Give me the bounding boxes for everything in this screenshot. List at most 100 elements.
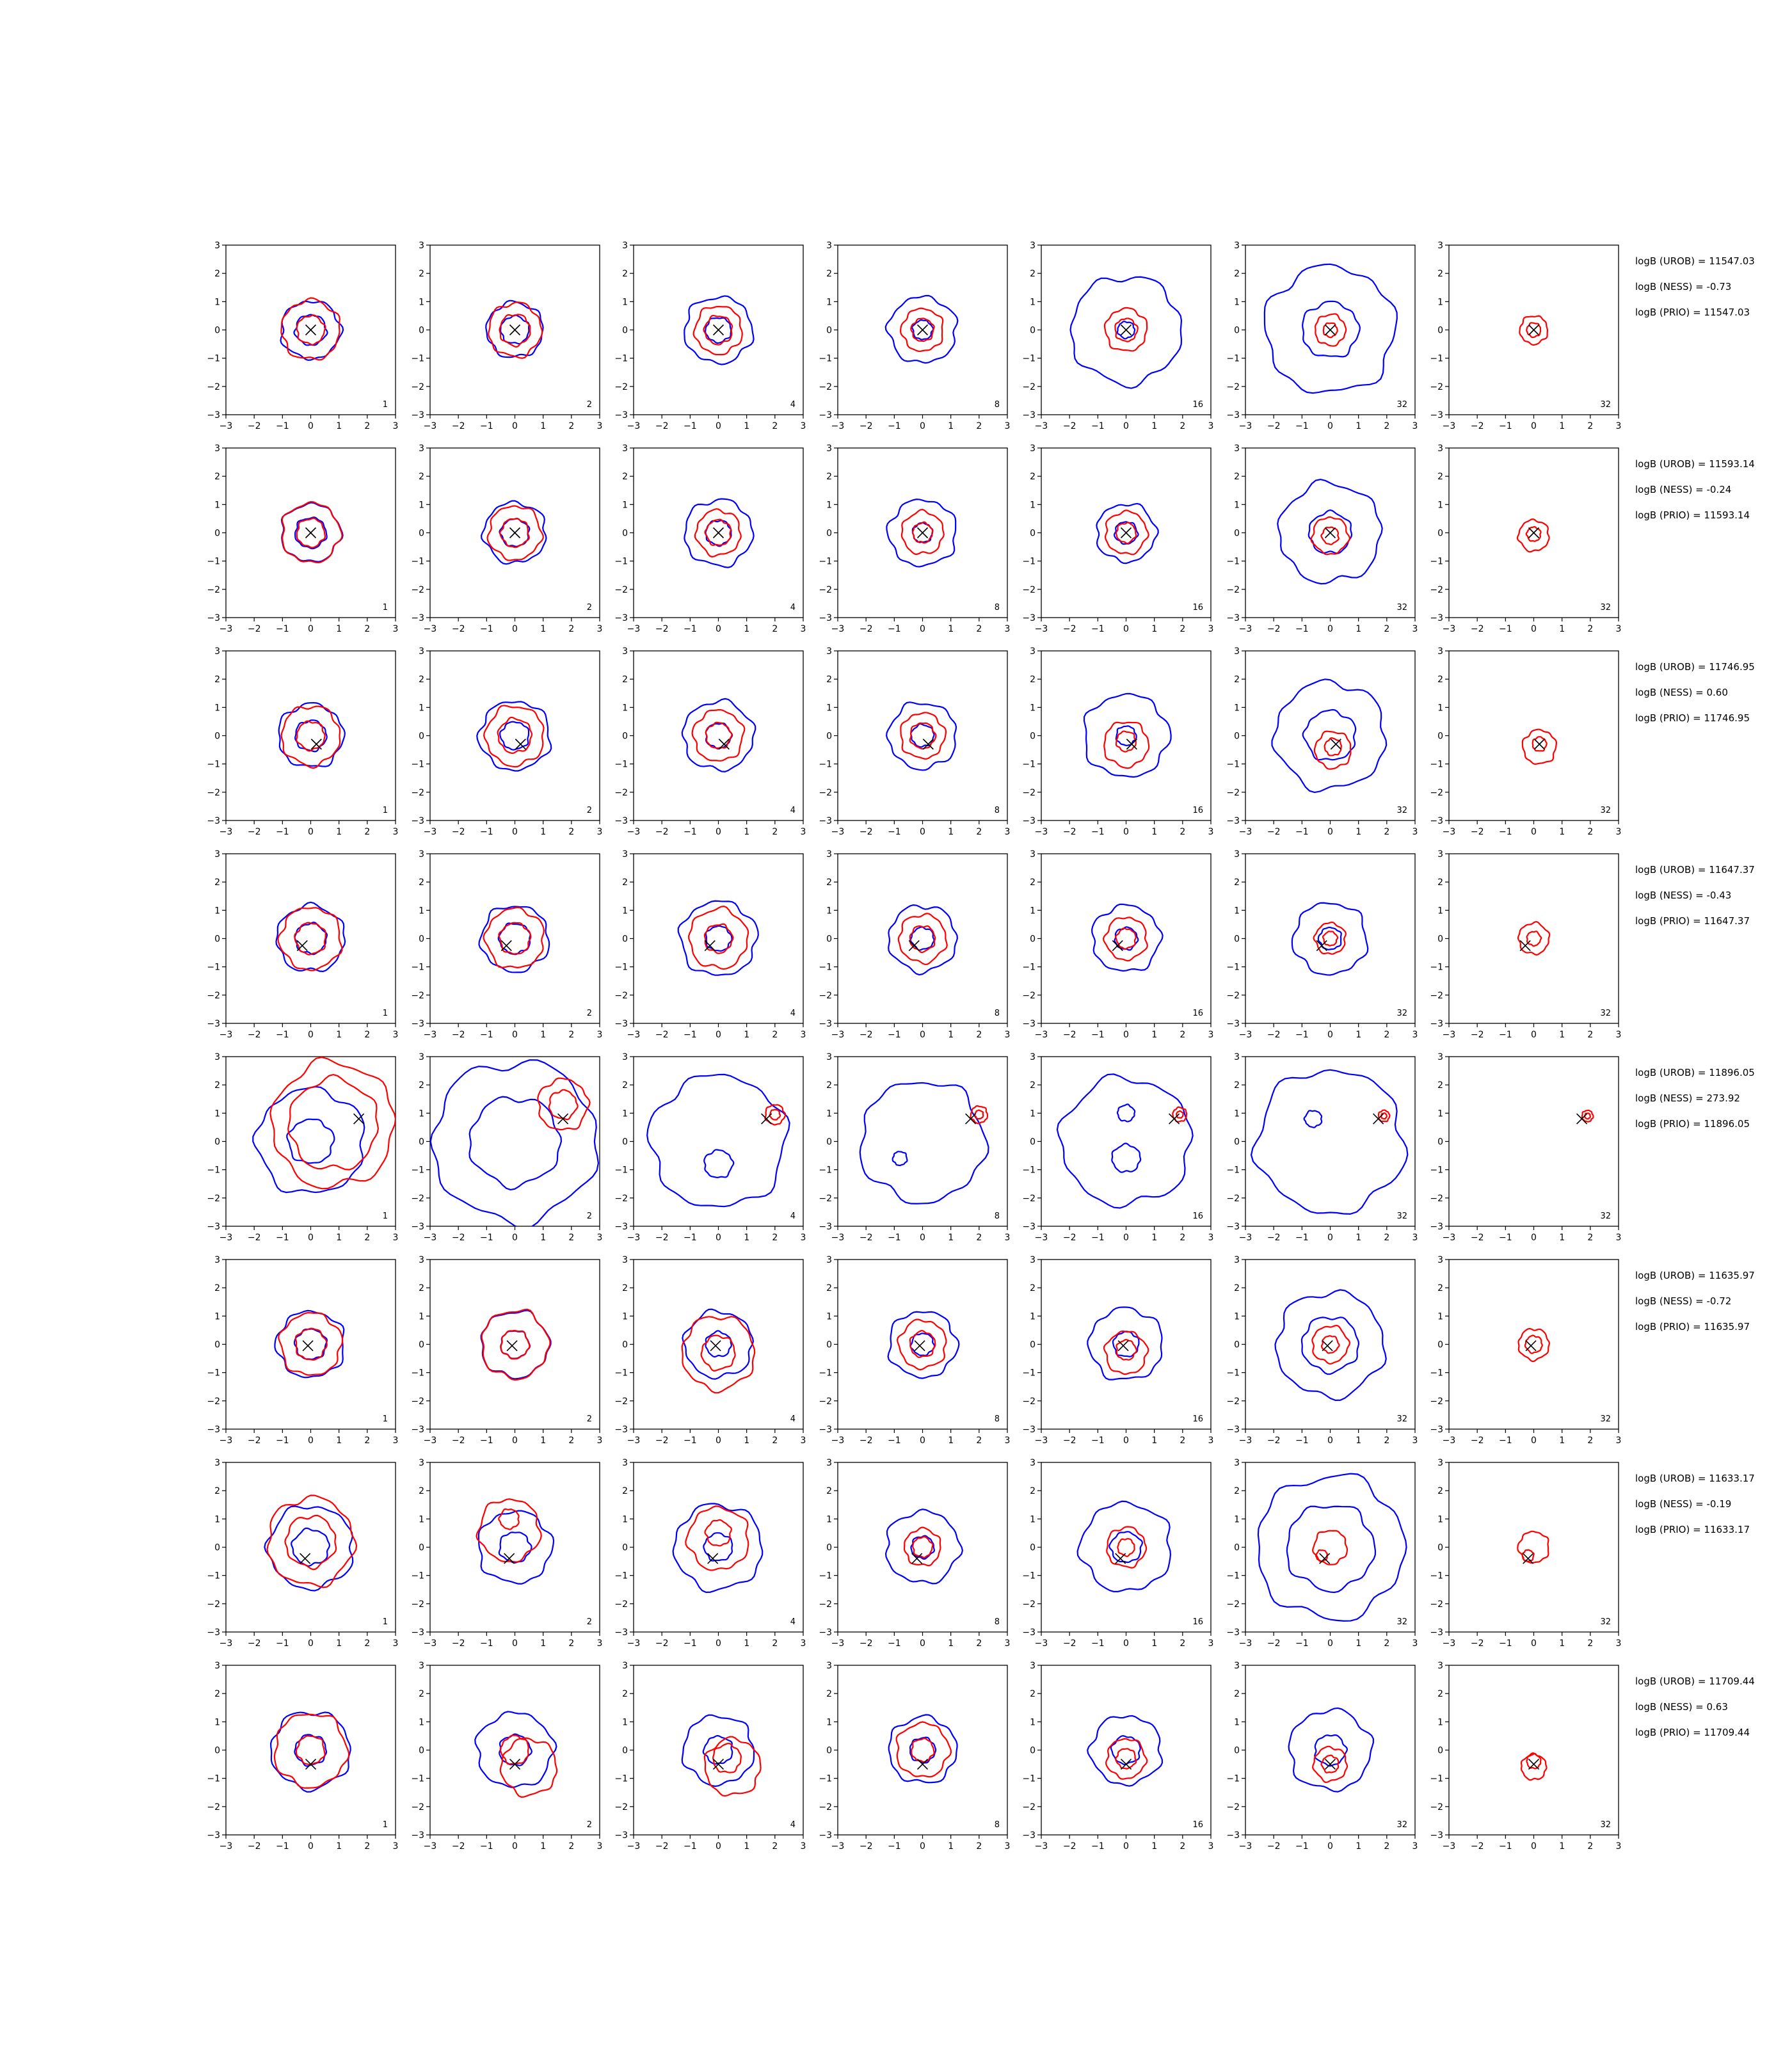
y-tick-label: 1	[214, 1717, 220, 1727]
contour-panel: −3−3 −2 −2 −1 −1 0 0 1 1 2 2 3 3 32	[1430, 1661, 1621, 1852]
y-tick-label: −3	[1022, 1019, 1036, 1029]
panel-corner-label: 1	[383, 1414, 388, 1424]
y-tick-label: −1	[1022, 1774, 1036, 1784]
y-tick-label: −3	[1226, 1425, 1240, 1435]
y-tick-label: 0	[1030, 326, 1036, 336]
y-tick-label: −3	[1022, 1222, 1036, 1232]
red-contour	[277, 907, 343, 972]
row-stat-text: logB (NESS) = -0.19	[1635, 1498, 1731, 1510]
x-tick-label: 1	[744, 624, 749, 634]
contour-panel: −3−3 −2 −2 −1 −1 0 0 1 1 2 2 3 3 32	[1430, 241, 1621, 431]
contour-layer	[884, 1508, 964, 1585]
contour-panel: −3−3 −2 −2 −1 −1 0 0 1 1 2 2 3 3 32	[1430, 646, 1621, 837]
true-value-marker	[911, 1553, 923, 1564]
x-tick-label: 1	[1356, 1030, 1361, 1040]
y-tick-label: 0	[622, 1543, 628, 1553]
x-tick-label: −1	[1499, 421, 1512, 431]
y-tick-label: 0	[1234, 1340, 1240, 1350]
panel-corner-label: 4	[790, 603, 796, 612]
y-tick-label: −3	[1226, 1830, 1240, 1841]
x-tick-label: 1	[1356, 624, 1361, 634]
blue-contour	[886, 701, 957, 771]
x-tick-label: −3	[1443, 624, 1456, 634]
y-tick-label: −1	[411, 1774, 424, 1784]
y-tick-label: 3	[622, 1458, 628, 1468]
x-tick-label: 0	[512, 624, 518, 634]
y-tick-label: 3	[622, 241, 628, 251]
y-tick-label: 2	[826, 269, 832, 279]
x-tick-label: 1	[744, 827, 749, 837]
blue-contour	[286, 1118, 335, 1164]
y-tick-label: 1	[214, 297, 220, 307]
red-contour	[694, 508, 742, 558]
x-tick-label: 1	[336, 624, 342, 634]
x-tick-label: 1	[948, 624, 954, 634]
y-tick-label: −3	[819, 1019, 832, 1029]
y-tick-label: 2	[622, 877, 628, 888]
y-tick-label: −2	[411, 585, 424, 595]
y-tick-label: 0	[1234, 1137, 1240, 1148]
x-tick-label: 0	[308, 1638, 314, 1649]
panel-frame	[837, 853, 1008, 1024]
y-tick-label: −1	[1430, 963, 1443, 973]
x-tick-label: −3	[831, 1638, 845, 1649]
blue-contour	[264, 1505, 354, 1592]
red-contour	[1322, 931, 1339, 947]
x-tick-label: 2	[772, 1638, 778, 1649]
x-tick-label: 2	[1180, 1841, 1185, 1852]
contour-panel: −3−3 −2 −2 −1 −1 0 0 1 1 2 2 3 3 1	[207, 1255, 398, 1446]
x-tick-label: −1	[480, 1841, 493, 1852]
red-contour	[498, 922, 532, 955]
y-tick-label: −3	[614, 1425, 628, 1435]
panel-frame	[225, 1462, 396, 1633]
y-tick-label: −3	[1022, 1628, 1036, 1638]
y-tick-label: 2	[1437, 1486, 1443, 1496]
panel-row: −3−3−2−2−1−1001122331−3−3−2−2−1−10011223…	[207, 241, 1754, 431]
contour-panel: −3−3 −2 −2 −1 −1 0 0 1 1 2 2 3 3 32	[1226, 646, 1418, 837]
y-tick-label: 3	[214, 1052, 220, 1062]
y-tick-label: 0	[622, 1746, 628, 1756]
x-tick-label: −2	[1471, 1638, 1484, 1649]
contour-panel: −3−3 −2 −2 −1 −1 0 0 1 1 2 2 3 3 4	[614, 1458, 806, 1649]
y-tick-label: 0	[826, 732, 832, 742]
contour-layer	[1056, 1073, 1194, 1209]
y-tick-label: −2	[1430, 1194, 1443, 1204]
contour-layer	[1096, 502, 1159, 564]
panel-corner-label: 32	[1600, 1820, 1611, 1830]
panel-frame	[225, 1056, 396, 1227]
blue-contour	[1277, 478, 1383, 585]
y-tick-label: 1	[622, 1311, 628, 1322]
y-tick-label: 2	[1030, 472, 1036, 482]
x-tick-label: 2	[568, 827, 574, 837]
y-tick-label: −2	[614, 1599, 628, 1610]
contour-layer	[887, 1311, 960, 1379]
panel-corner-label: 4	[790, 1009, 796, 1018]
red-contour	[900, 508, 945, 556]
x-tick-label: −3	[627, 827, 641, 837]
red-contour	[1315, 313, 1347, 347]
y-tick-label: −3	[1430, 1019, 1443, 1029]
panel-corner-label: 32	[1600, 1009, 1611, 1018]
red-contour	[476, 1498, 542, 1563]
x-tick-label: −2	[248, 1841, 261, 1852]
y-tick-label: 0	[826, 1746, 832, 1756]
y-tick-label: 2	[1030, 675, 1036, 685]
x-tick-label: −1	[1091, 1436, 1105, 1446]
red-contour	[296, 517, 326, 548]
x-tick-label: 0	[512, 827, 518, 837]
row-stat-text: logB (PRIO) = 11635.97	[1635, 1321, 1750, 1332]
row-stat-text: logB (UROB) = 11896.05	[1635, 1067, 1755, 1078]
red-contour	[895, 1721, 952, 1778]
y-tick-label: 1	[214, 1108, 220, 1119]
contour-layer	[476, 1498, 555, 1585]
y-tick-label: 0	[214, 1746, 220, 1756]
red-contour	[1105, 1738, 1148, 1780]
blue-contour	[430, 1059, 599, 1226]
x-tick-label: −2	[1267, 1841, 1281, 1852]
blue-contour	[703, 1149, 735, 1178]
y-tick-label: 0	[419, 732, 424, 742]
y-tick-label: −1	[207, 354, 220, 364]
y-tick-label: 2	[419, 472, 424, 482]
panel-frame	[1245, 1056, 1416, 1227]
x-tick-label: 0	[920, 1638, 925, 1649]
